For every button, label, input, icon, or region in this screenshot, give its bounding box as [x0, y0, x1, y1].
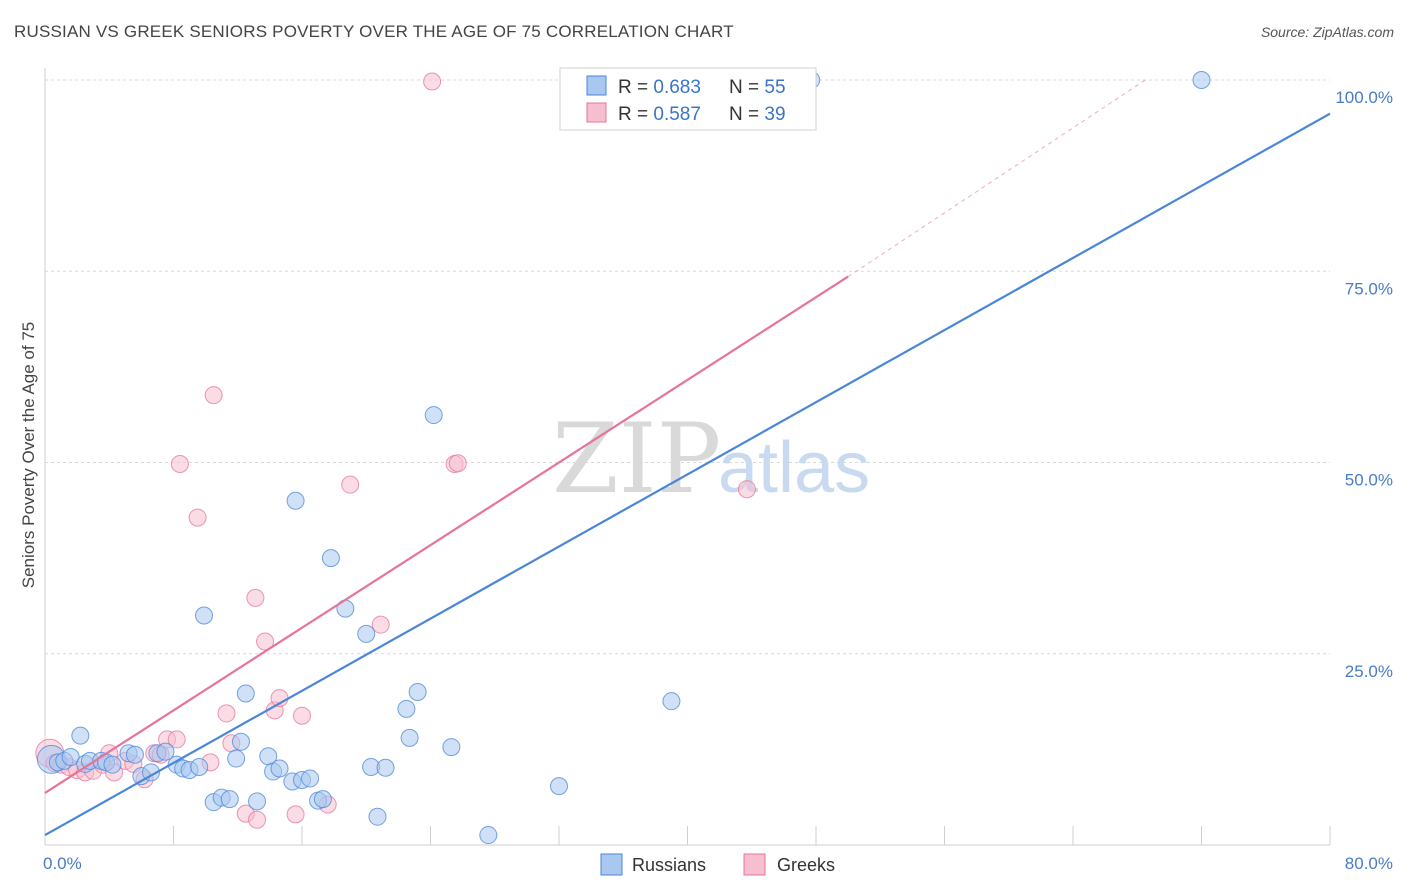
russians-point [248, 792, 267, 811]
x-tick-label: 80.0% [1345, 854, 1393, 873]
bottom-legend-swatch-russians [600, 853, 623, 876]
svg-text:N = 39: N = 39 [729, 104, 786, 125]
greeks-point [256, 632, 275, 651]
greeks-trendline [44, 275, 849, 794]
legend-greeks-r-value: 0.587 [653, 104, 701, 125]
russians-point [550, 777, 568, 796]
trendlines [44, 79, 1331, 837]
russians-point [190, 757, 209, 776]
russians-point [231, 732, 250, 751]
watermark-atlas: atlas [718, 428, 870, 508]
russians-point [236, 684, 255, 703]
legend-russians-n-label: N = [729, 77, 764, 98]
legend-russians-n-value: 55 [764, 77, 785, 98]
legend-greeks-r-label: R = [618, 104, 653, 125]
russians-point [220, 790, 239, 809]
russians-point [442, 738, 461, 757]
greeks-trendline-extension [847, 79, 1146, 278]
watermark-zip: ZIP [552, 403, 721, 515]
greeks-point [188, 508, 207, 527]
greeks-point [217, 704, 236, 723]
greeks-point [248, 810, 267, 829]
legend-swatch-russians [586, 75, 607, 96]
greeks-point [286, 805, 305, 824]
legend-swatch-greeks [586, 102, 607, 123]
legend-greeks-n-label: N = [729, 104, 764, 125]
legend: R = 0.683 N = 55 R = 0.587 N = 39 [559, 67, 817, 131]
watermark: ZIP atlas [552, 403, 870, 515]
bottom-legend-swatch-greeks [743, 853, 766, 876]
russians-point [662, 692, 681, 711]
y-tick-label: 25.0% [1345, 662, 1393, 681]
x-tick-label: 0.0% [43, 854, 82, 873]
chart-source: Source: ZipAtlas.com [1260, 24, 1394, 40]
russians-point [1192, 71, 1211, 89]
greeks-point [341, 475, 360, 494]
greeks-point [371, 615, 390, 634]
greeks-point [246, 588, 265, 607]
russians-point [376, 758, 395, 777]
russians-point [195, 606, 214, 625]
legend-greeks-n-value: 39 [764, 104, 785, 125]
russians-point [286, 491, 305, 510]
russians-point [368, 807, 387, 826]
russians-point [156, 742, 175, 761]
bottom-legend: Russians Greeks [600, 853, 835, 876]
y-tick-label: 100.0% [1335, 88, 1393, 107]
russians-point [142, 763, 161, 782]
russians-point [61, 748, 80, 767]
axes [44, 68, 1331, 846]
russians-point [270, 759, 289, 778]
russians-point [479, 826, 498, 845]
russians-point [71, 726, 90, 745]
russians-point [357, 624, 376, 643]
greeks-point [448, 454, 467, 473]
russians-point [321, 549, 340, 568]
legend-russians-r-value: 0.683 [653, 77, 701, 98]
bottom-legend-greeks: Greeks [777, 855, 835, 875]
russians-point [227, 749, 246, 768]
y-axis-label: Seniors Poverty Over the Age of 75 [19, 322, 38, 588]
svg-text:R = 0.587: R = 0.587 [618, 104, 701, 125]
y-tick-label: 75.0% [1345, 279, 1393, 298]
russians-point [400, 728, 419, 747]
y-tick-labels: 25.0% 50.0% 75.0% 100.0% [1335, 88, 1393, 681]
gridlines [45, 79, 1330, 655]
russians-point [125, 745, 144, 764]
svg-text:N = 55: N = 55 [729, 77, 786, 98]
greeks-point [423, 72, 442, 91]
russians-point [424, 406, 443, 425]
russians-point [103, 755, 122, 774]
greeks-point [737, 480, 756, 499]
russians-point [397, 699, 416, 718]
y-tick-label: 50.0% [1345, 471, 1393, 490]
bottom-legend-russians: Russians [632, 855, 706, 875]
russians-points [36, 71, 1211, 845]
x-tick-labels: 0.0% 80.0% [43, 854, 1393, 873]
greeks-point [170, 455, 189, 474]
russians-trendline [44, 112, 1331, 837]
greeks-point [293, 706, 311, 725]
russians-point [301, 769, 320, 788]
greeks-point [167, 730, 186, 749]
russians-point [313, 790, 332, 809]
svg-text:R = 0.683: R = 0.683 [618, 77, 701, 98]
legend-russians-r-label: R = [618, 77, 653, 98]
russians-point [408, 683, 427, 701]
chart-title: RUSSIAN VS GREEK SENIORS POVERTY OVER TH… [14, 22, 734, 41]
greeks-point [204, 386, 223, 405]
